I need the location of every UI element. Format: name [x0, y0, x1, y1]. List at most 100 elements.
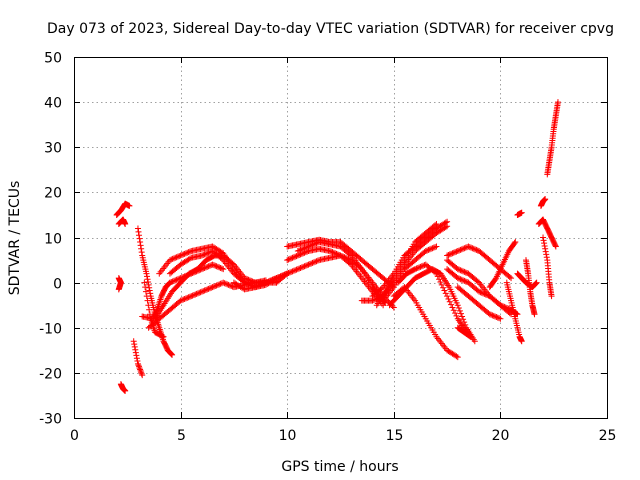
chart-title: Day 073 of 2023, Sidereal Day-to-day VTE…: [47, 21, 614, 37]
data-point: [453, 248, 460, 255]
data-point: [136, 232, 143, 239]
data-point: [138, 370, 145, 377]
data-point: [293, 266, 300, 273]
data-point: [470, 245, 477, 252]
data-point: [172, 254, 179, 261]
data-point: [133, 352, 140, 359]
data-point: [302, 262, 309, 269]
data-point: [417, 263, 424, 270]
data-point: [193, 290, 200, 297]
data-point: [122, 387, 129, 394]
data-point: [430, 244, 437, 251]
data-point: [205, 285, 212, 292]
data-point: [212, 283, 219, 290]
data-point: [132, 349, 139, 356]
data-point: [146, 306, 153, 313]
data-point: [216, 281, 223, 288]
data-point: [309, 259, 316, 266]
data-point: [301, 245, 308, 252]
data-point: [454, 302, 461, 309]
data-point: [136, 365, 143, 372]
data-point: [284, 257, 291, 264]
data-point: [200, 251, 207, 258]
data-point: [294, 266, 301, 273]
data-point: [378, 285, 385, 292]
data-point: [309, 241, 316, 248]
data-point: [190, 292, 197, 299]
data-point: [180, 251, 187, 258]
y-tick-label: 20: [44, 186, 62, 202]
x-tick-label: 5: [177, 428, 186, 444]
data-point: [146, 284, 153, 291]
data-point: [426, 246, 433, 253]
data-point: [449, 304, 456, 311]
data-point: [174, 253, 181, 260]
data-point: [209, 261, 216, 268]
data-point: [506, 310, 513, 317]
data-point: [189, 292, 196, 299]
data-point: [292, 253, 299, 260]
data-point: [196, 289, 203, 296]
data-point: [488, 311, 495, 318]
x-tick-label: 15: [386, 428, 404, 444]
x-tick-label: 25: [599, 428, 617, 444]
data-point: [456, 247, 463, 254]
data-point: [305, 243, 312, 250]
data-point: [543, 251, 550, 258]
data-point: [296, 265, 303, 272]
data-point: [160, 333, 167, 340]
data-point: [346, 260, 353, 267]
data-point: [445, 295, 452, 302]
data-point: [422, 248, 429, 255]
data-point: [185, 249, 192, 256]
data-point: [221, 280, 228, 287]
data-point: [213, 282, 220, 289]
data-point: [159, 333, 166, 340]
data-points: [113, 99, 561, 394]
data-point: [285, 270, 292, 277]
data-point: [186, 255, 193, 262]
data-point: [208, 248, 215, 255]
data-point: [137, 239, 144, 246]
data-point: [131, 343, 138, 350]
data-point: [478, 289, 485, 296]
data-point: [476, 288, 483, 295]
data-point: [208, 284, 215, 291]
data-point: [145, 302, 152, 309]
data-point: [272, 275, 279, 282]
data-point: [458, 267, 465, 274]
data-point: [444, 218, 451, 225]
data-point: [543, 254, 550, 261]
data-point: [198, 288, 205, 295]
data-point: [240, 278, 247, 285]
data-point: [304, 262, 311, 269]
data-point: [540, 234, 547, 241]
data-point: [141, 279, 148, 286]
data-point: [201, 251, 208, 258]
data-point: [306, 242, 313, 249]
data-point: [542, 245, 549, 252]
data-point: [286, 269, 293, 276]
data-point: [462, 244, 469, 251]
axis-ticks: [74, 57, 608, 419]
data-point: [213, 263, 220, 270]
data-point: [448, 301, 455, 308]
data-point: [166, 279, 173, 286]
data-point: [300, 263, 307, 270]
data-point: [432, 269, 439, 276]
data-point: [328, 248, 335, 255]
data-point: [296, 247, 303, 254]
data-point: [434, 273, 441, 280]
data-point: [134, 358, 141, 365]
y-tick-label: -10: [39, 322, 62, 338]
data-point: [492, 313, 499, 320]
y-tick-label: -30: [39, 412, 62, 428]
data-point: [202, 264, 209, 271]
data-point: [217, 264, 224, 271]
data-point: [201, 264, 208, 271]
data-point: [138, 249, 145, 256]
data-point: [330, 249, 337, 256]
data-point: [143, 293, 150, 300]
x-tick-label: 20: [492, 428, 510, 444]
data-point: [436, 276, 443, 283]
